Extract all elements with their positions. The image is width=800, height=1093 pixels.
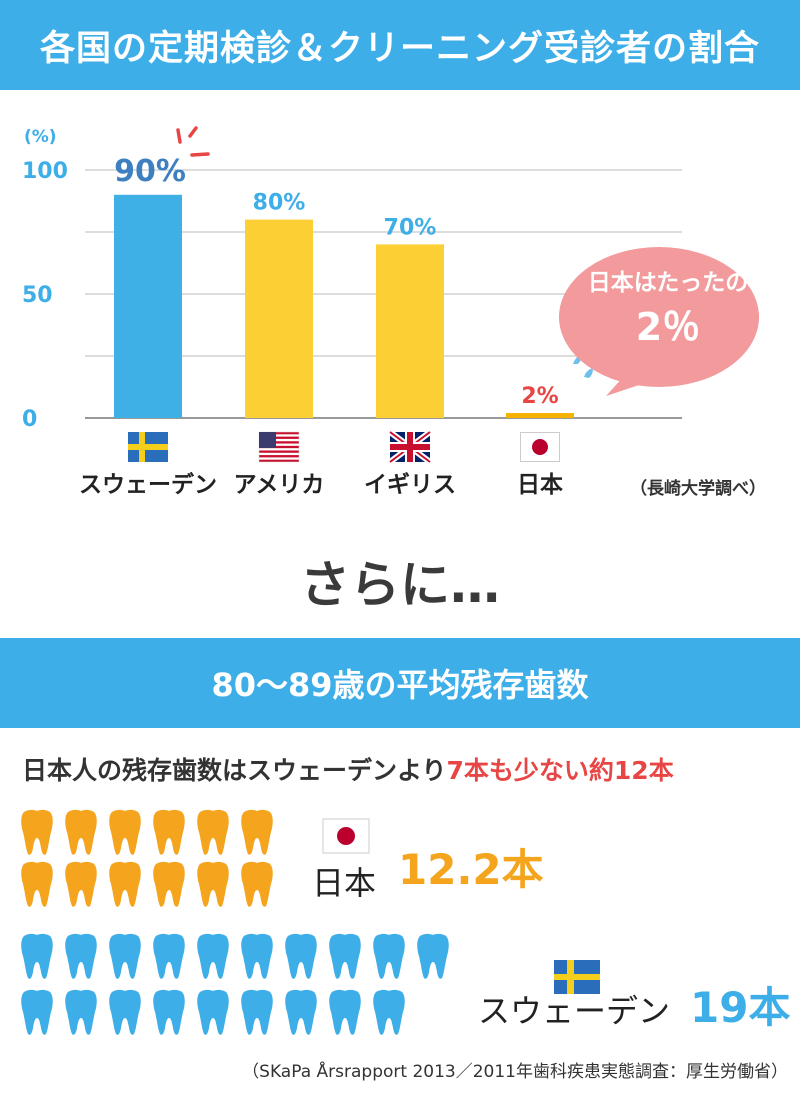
section-title: 80〜89歳の平均残存歯数 [211,666,589,704]
data-label: 2% [521,384,558,409]
tooth-icon [153,861,185,907]
tooth-icon [65,809,97,855]
bar [376,244,444,418]
section-banner: 80〜89歳の平均残存歯数 [0,638,800,728]
tooth-icon [21,933,53,979]
y-tick-label: 0 [22,407,37,432]
data-source: （SKaPa Årsrapport 2013／2011年歯科疾患実態調査：厚生労… [242,1062,788,1082]
y-axis-unit-label: (%) [24,127,57,147]
tooth-icon [21,989,53,1035]
tooth-icon [153,809,185,855]
header-banner: 各国の定期検診＆クリーニング受診者の割合 [0,0,800,90]
sweden-teeth-count: 19本 [690,983,791,1032]
sparkle-icon [176,126,210,157]
tooth-icon [109,861,141,907]
tooth-icon [65,989,97,1035]
tooth-icon [109,933,141,979]
tooth-icon [197,989,229,1035]
callout-line-1: 日本はたったの [588,270,749,296]
transition-text: さらに… [300,556,500,614]
tooth-icon [153,989,185,1035]
x-tick-label: イギリス [364,472,456,498]
tooth-icon [197,933,229,979]
comparison-prefix: 日本人の残存歯数はスウェーデンより [22,756,447,785]
tooth-icon [285,989,317,1035]
data-label: 80% [253,191,306,216]
comparison-highlight: 7本も少ない約12本 [446,756,674,785]
japan-flag-icon [322,818,370,854]
japan-teeth-row [20,860,284,908]
tooth-icon [417,933,449,979]
sweden-teeth-row [20,932,460,980]
page-title: 各国の定期検診＆クリーニング受診者の割合 [39,28,760,69]
tooth-icon [197,861,229,907]
japan-teeth-row [20,808,284,856]
data-label: 70% [384,215,437,240]
y-tick-label: 50 [22,283,53,308]
tooth-icon [241,861,273,907]
tooth-icon [65,933,97,979]
bar [245,219,313,418]
y-tick-label: 100 [22,159,68,184]
tooth-icon [241,809,273,855]
japan-label: 日本 [312,864,377,902]
japan-teeth-count: 12.2本 [398,845,544,894]
sweden-flag-icon [128,432,168,462]
tooth-icon [153,933,185,979]
tooth-icon [65,861,97,907]
tooth-icon [373,989,405,1035]
x-tick-label: アメリカ [234,472,325,498]
tooth-icon [329,989,361,1035]
tooth-icon [329,933,361,979]
bar-chart: 0 50 100 90% スウェーデン 80% アメリカ 70% イギリス 2% 日本 日本はたった… [22,126,759,498]
japan-flag-icon [520,432,560,462]
tooth-icon [241,989,273,1035]
sweden-teeth-row [20,988,416,1036]
tooth-icon [21,809,53,855]
chart-source: （長崎大学調べ） [630,479,766,499]
callout-line-2: 2％ [636,305,700,349]
tooth-icon [109,989,141,1035]
bar [114,194,182,418]
tooth-icon [109,809,141,855]
tooth-icon [241,933,273,979]
sweden-flag-icon [554,960,600,994]
tooth-icon [373,933,405,979]
tooth-icon [21,861,53,907]
comparison-statement: 日本人の残存歯数はスウェーデンより7本も少ない約12本 [22,751,674,787]
uk-flag-icon [388,429,432,465]
usa-flag-icon [258,431,300,463]
x-tick-label: スウェーデン [79,471,217,498]
bar [506,413,574,418]
tooth-icon [285,933,317,979]
data-label: 90% [114,154,186,189]
tooth-icon [197,809,229,855]
sweden-label: スウェーデン [478,992,671,1030]
callout-bubble: 日本はたったの 2％ [559,247,759,396]
x-tick-label: 日本 [517,472,563,498]
